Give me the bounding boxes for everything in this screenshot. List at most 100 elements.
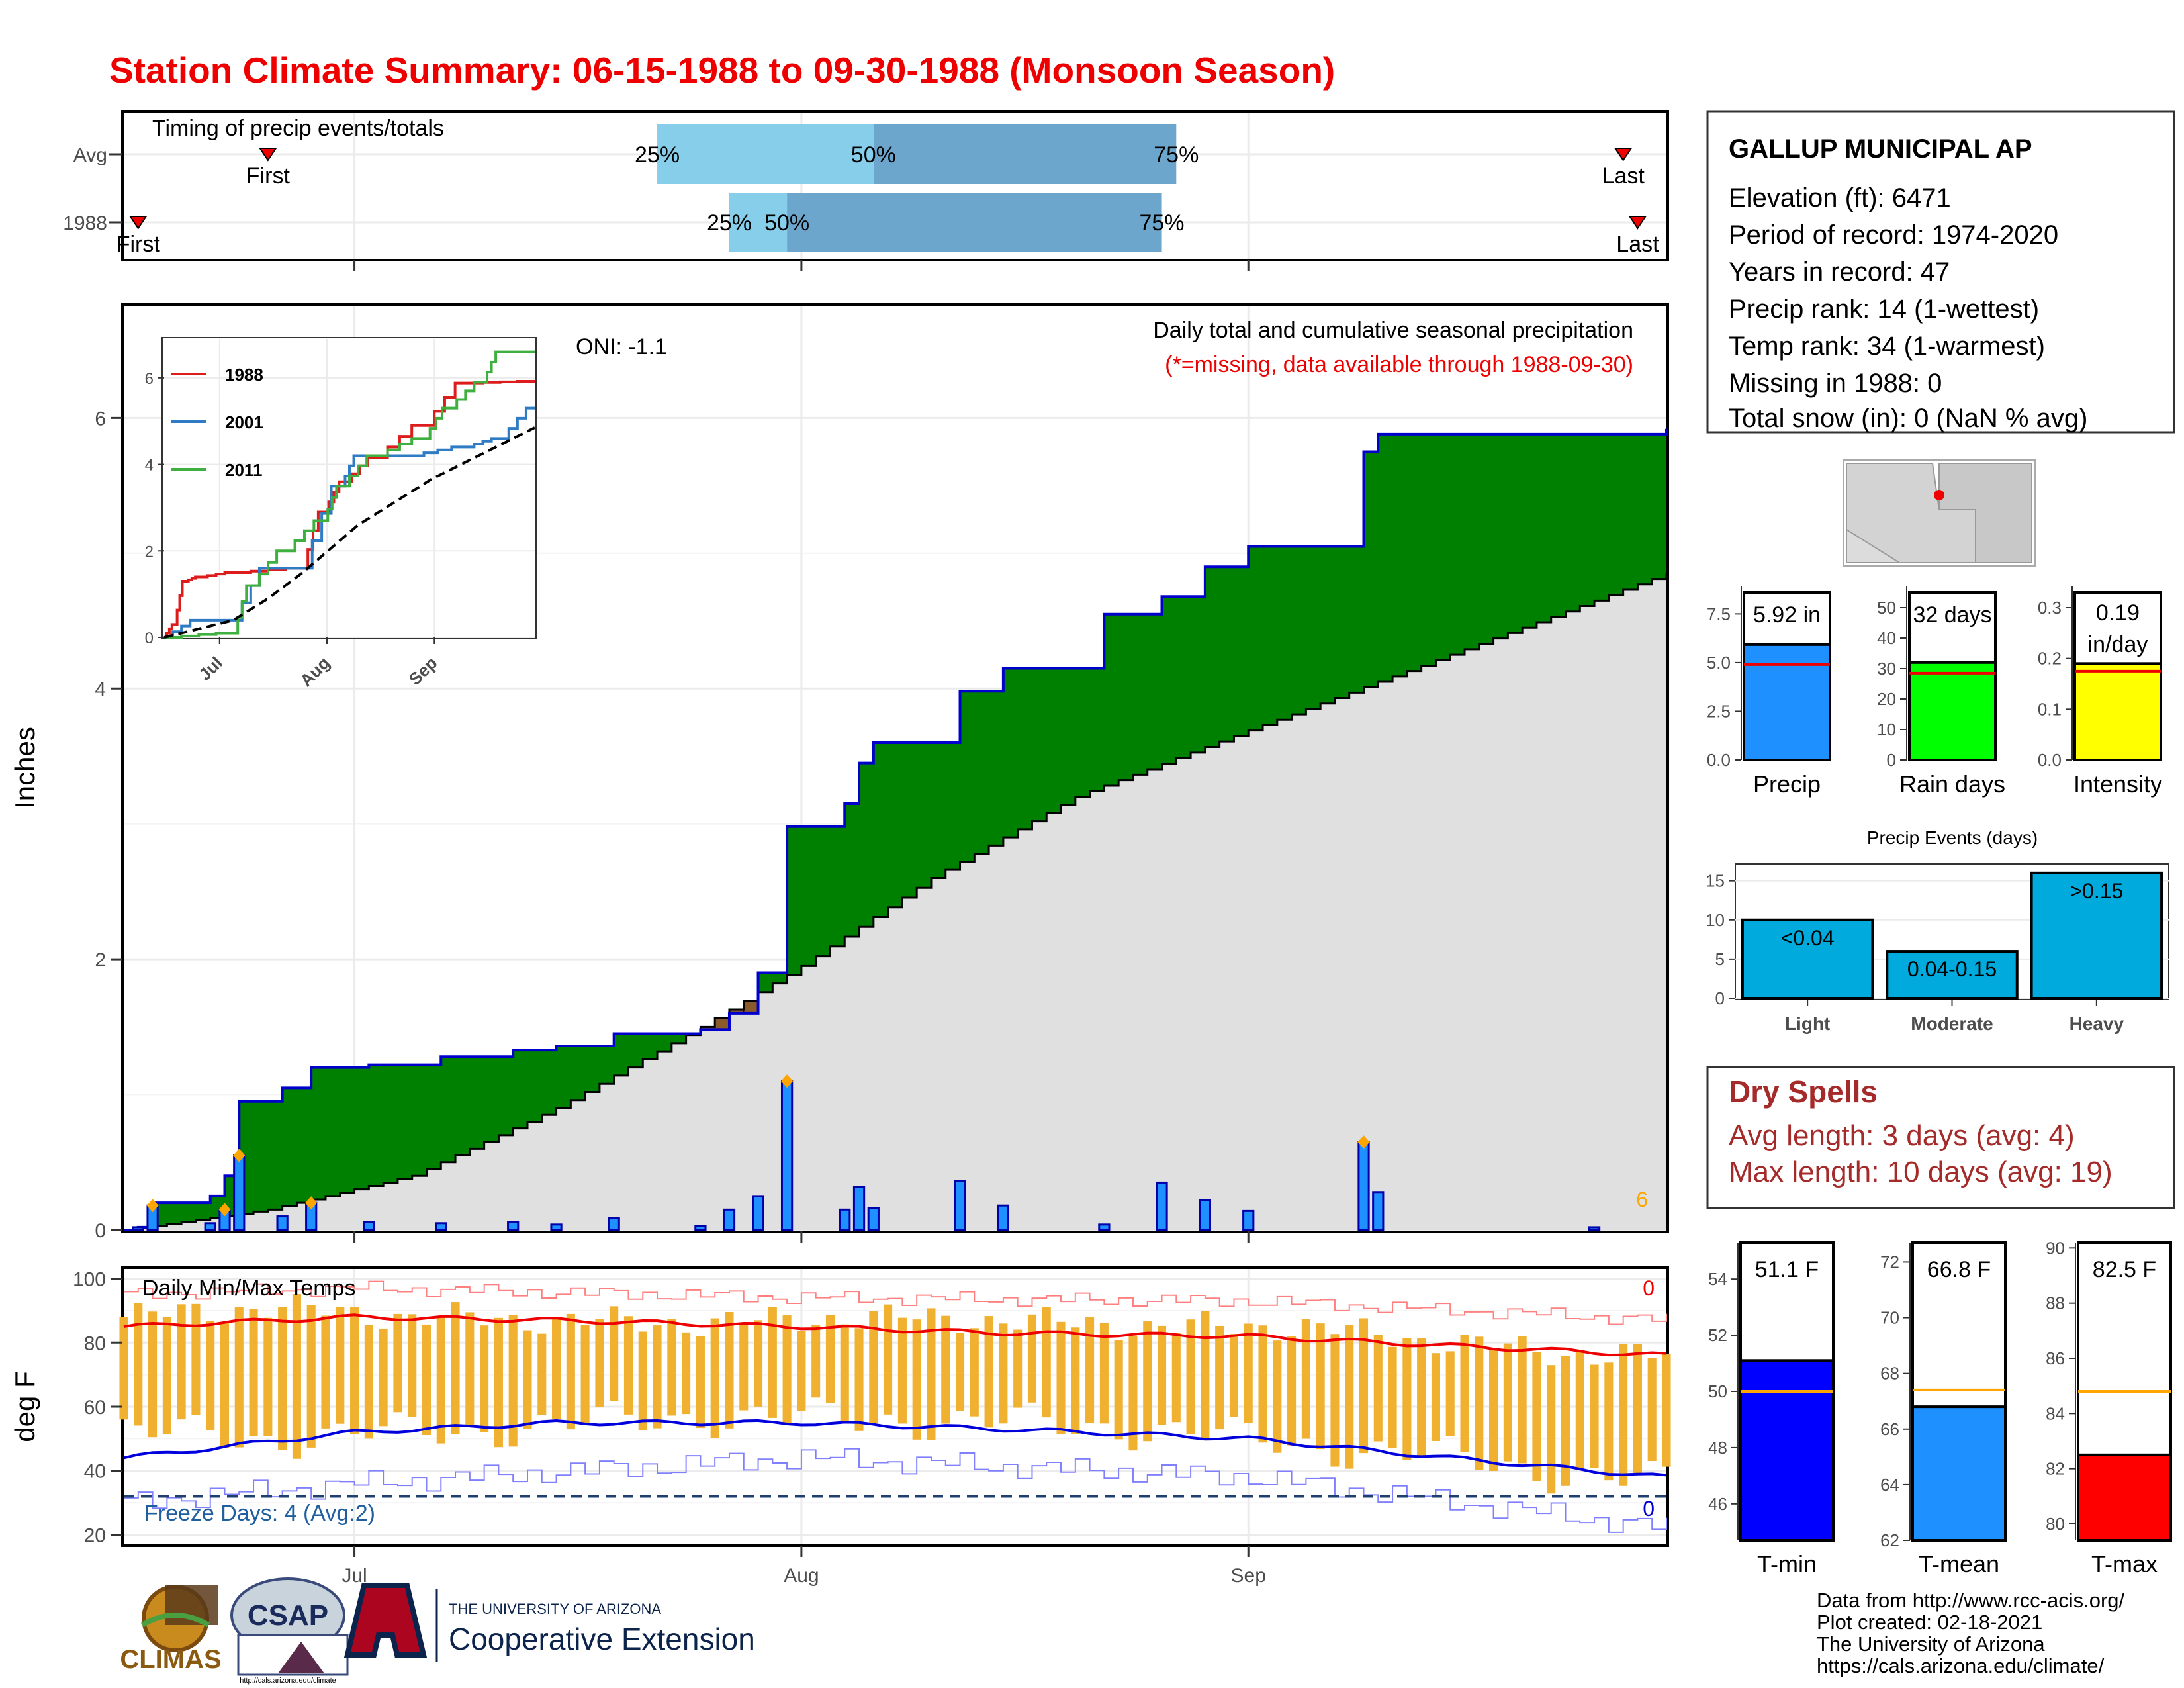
mini-precip-label: Precip <box>1753 771 1821 798</box>
precip-events-title: Precip Events (days) <box>1867 827 2038 848</box>
daily-temp-range-bar <box>1547 1365 1556 1494</box>
inset-line-2011 <box>164 350 535 639</box>
temp-summary-tmin-tick-label: 54 <box>1708 1269 1727 1289</box>
temp-summary-tmean-tick-label: 70 <box>1880 1308 1899 1328</box>
mini-raindays-tick-label: 0 <box>1887 750 1896 770</box>
temp-summary-tmean-tick-label: 66 <box>1880 1419 1899 1439</box>
daily-precip-bar <box>507 1221 520 1231</box>
timing-row-avg-label: Avg <box>73 144 107 166</box>
temp-summary-tmean-tick-label: 64 <box>1880 1475 1899 1495</box>
timing-panel: Timing of precip events/totals Avg 1988 … <box>63 110 1669 271</box>
heavy-precip-marker <box>233 1149 246 1162</box>
timing-label-q75: 75% <box>1139 211 1184 236</box>
daily-temp-range-bar <box>797 1331 806 1411</box>
daily-temp-range-bar <box>1099 1323 1109 1424</box>
daily-temp-range-bar <box>177 1304 186 1420</box>
temp-lines <box>123 1280 1667 1533</box>
daily-temp-range-bar <box>1590 1364 1599 1468</box>
daily-precip-bar <box>694 1225 707 1231</box>
daily-temp-range-bar <box>725 1311 734 1429</box>
timing-marker-first <box>128 216 148 230</box>
temp-summary-tmax-tick-label: 86 <box>2046 1348 2065 1368</box>
daily-precip-bar <box>867 1207 880 1231</box>
mini-precip-bar <box>1743 643 1831 761</box>
daily-temp-range-bar <box>1085 1317 1095 1423</box>
inset-lines <box>163 350 535 639</box>
daily-temp-range-bar <box>1503 1343 1512 1462</box>
heavy-precip-marker <box>305 1196 318 1210</box>
daily-temp-range-bar <box>234 1307 244 1448</box>
daily-temp-range-bar <box>278 1307 287 1450</box>
precip-y-axis-label: Inches <box>9 727 40 809</box>
timing-label-last: Last <box>1616 232 1659 257</box>
daily-temp-range-bar <box>1388 1346 1397 1448</box>
daily-precip-bar <box>1372 1191 1385 1231</box>
locator-map <box>1843 459 2036 567</box>
daily-temp-range-bar <box>480 1325 489 1432</box>
daily-temp-range-bar <box>1071 1327 1080 1434</box>
events-category-label: Moderate <box>1911 1013 1993 1034</box>
inset-y-tick-label: 6 <box>145 370 154 388</box>
events-bar-heavy <box>2030 871 2163 1000</box>
temp-summary-tmax-tick-label: 82 <box>2046 1459 2065 1479</box>
temp-summary-tmax-bar <box>2077 1453 2172 1542</box>
mini-precip-tick-label: 2.5 <box>1707 701 1731 721</box>
daily-temp-range-bar <box>134 1303 143 1426</box>
mini-raindays-label: Rain days <box>1899 771 2005 798</box>
temp-summary-tmax-value: 82.5 F <box>2093 1257 2156 1282</box>
daily-temp-range-bar <box>1258 1325 1267 1443</box>
mini-raindays-tick-label: 40 <box>1877 628 1896 648</box>
station-name: GALLUP MUNICIPAL AP <box>1729 134 2032 164</box>
daily-temp-range-bar <box>667 1319 676 1416</box>
timing-marker-last <box>1614 148 1633 162</box>
daily-temp-range-bar <box>1287 1336 1297 1446</box>
daily-temp-range-bar <box>653 1325 662 1429</box>
dry-spells-max: Max length: 10 days (avg: 19) <box>1729 1156 2113 1188</box>
daily-temp-range-bar <box>1143 1321 1152 1442</box>
timing-bar-q50-q75 <box>873 124 1177 184</box>
timing-bar-q50-q75 <box>787 193 1162 252</box>
daily-temp-range-bar <box>465 1312 475 1425</box>
daily-temp-range-bar <box>393 1313 402 1413</box>
daily-temp-range-bar <box>1575 1351 1584 1470</box>
temp-count-top: 0 <box>1643 1276 1655 1300</box>
precip-cumulative-area <box>124 428 1668 1231</box>
events-bar-light <box>1741 918 1874 1000</box>
mini-raindays-tick-label: 10 <box>1877 720 1896 739</box>
daily-temp-range-bar <box>1273 1340 1282 1453</box>
daily-temp-range-bar <box>148 1311 158 1438</box>
timing-label-last: Last <box>1602 164 1645 189</box>
daily-temp-range-bar <box>1345 1325 1354 1469</box>
daily-precip-bar <box>1357 1141 1370 1231</box>
timing-label-q25: 25% <box>635 142 680 167</box>
daily-temp-range-bar <box>1128 1335 1138 1451</box>
ua-logo-small-text: THE UNIVERSITY OF ARIZONA <box>449 1601 661 1617</box>
daily-temp-range-bar <box>306 1305 316 1448</box>
credit-url: https://cals.arizona.edu/climate/ <box>1817 1654 2105 1677</box>
daily-temp-range-bar <box>623 1316 633 1415</box>
daily-temp-range-bar <box>523 1330 532 1429</box>
daily-temp-range-bar <box>1431 1353 1440 1441</box>
temp-y-tick-label: 100 <box>73 1269 106 1291</box>
daily-temp-range-bar <box>1373 1335 1383 1442</box>
precip-summary-bars: 0.0 2.5 5.0 7.5 5.92 in Precip 0 10 20 30 40 50 32 d… <box>1707 586 2162 798</box>
mini-intensity-unit: in/day <box>2088 632 2148 657</box>
inset-legend: 1988 2001 2011 <box>171 365 263 480</box>
inset-line-2001 <box>164 406 535 639</box>
inset-legend-label-1988: 1988 <box>225 365 263 385</box>
daily-precip-bar <box>997 1204 1010 1231</box>
inset-average-dashed-line <box>163 426 535 639</box>
daily-temp-range-bar <box>1330 1334 1340 1467</box>
timing-marker-last <box>1628 216 1647 230</box>
station-period: Period of record: 1974-2020 <box>1729 220 2058 250</box>
precip-note: Daily total and cumulative seasonal prec… <box>1153 318 1633 343</box>
events-bar-label: <0.04 <box>1781 926 1835 950</box>
precip-y-axis: 0 2 4 6 <box>95 408 122 1242</box>
daily-precip-bar <box>1242 1209 1255 1231</box>
dry-spells-title: Dry Spells <box>1729 1074 1878 1109</box>
inset-y-tick-label: 2 <box>145 543 154 561</box>
timing-label-q25: 25% <box>707 211 752 236</box>
temp-y-tick-label: 40 <box>84 1461 106 1483</box>
daily-precip-bar <box>608 1217 620 1231</box>
